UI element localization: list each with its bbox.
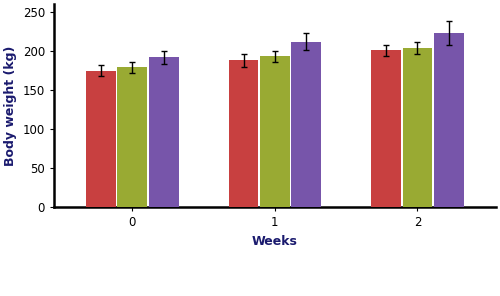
Bar [118,67,148,207]
X-axis label: Weeks: Weeks [252,235,298,248]
Bar [260,57,290,207]
Bar [149,57,178,207]
Bar [292,42,321,207]
Bar [371,50,401,207]
Y-axis label: Body weight (kg): Body weight (kg) [4,46,17,166]
Bar [434,33,464,207]
Bar [402,48,432,207]
Bar [86,70,116,207]
Bar [228,60,258,207]
